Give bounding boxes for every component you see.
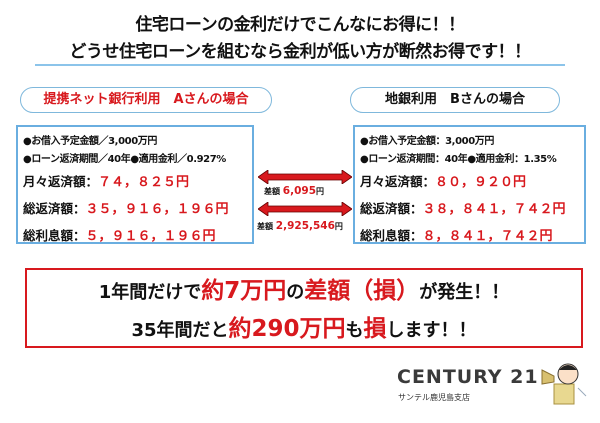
summary-alert-box: 1年間だけで約7万円の差額（損）が発生！！ 35年間だと約290万円も損します！… <box>25 268 583 348</box>
headline-1: 住宅ローンの金利だけでこんなにお得に！！ <box>135 15 465 35</box>
case-b-title: 地銀利用 Bさんの場合 <box>350 87 560 113</box>
century21-logo: CENTURY 21 <box>397 366 539 388</box>
case-b-box: ●お借入予定金額：3,000万円 ●ローン返済期間：40年●適用金利：1.35%… <box>353 125 586 244</box>
headline-2: どうせ住宅ローンを組むなら金利が低い方が断然お得です！！ <box>69 42 531 62</box>
case-a-loan: ●お借入予定金額／3,000万円 <box>23 136 157 147</box>
case-b-loan: ●お借入予定金額：3,000万円 <box>360 136 494 147</box>
case-a-title: 提携ネット銀行利用 Aさんの場合 <box>20 87 272 113</box>
divider <box>35 64 565 66</box>
mascot-character-icon <box>541 363 587 405</box>
case-b-interest: 総利息額：８，８４１，７４２円 <box>360 228 553 244</box>
monthly-difference: 差額 6,095円 <box>264 185 325 197</box>
summary-line-2: 35年間だと約290万円も損します！！ <box>131 316 477 342</box>
case-a-box: ●お借入予定金額／3,000万円 ●ローン返済期間／40年●適用金利／0.927… <box>16 125 254 244</box>
case-b-total: 総返済額：３８，８４１，７４２円 <box>360 201 566 217</box>
branch-name: サンテル鹿児島支店 <box>398 393 470 402</box>
double-arrow-icon <box>258 170 352 184</box>
case-a-total: 総返済額：３５，９１６，１９６円 <box>23 201 229 217</box>
double-arrow-icon <box>258 202 352 216</box>
total-difference: 差額 2,925,546円 <box>257 220 343 232</box>
case-a-interest: 総利息額：５，９１６，１９６円 <box>23 228 216 244</box>
case-a-term: ●ローン返済期間／40年●適用金利／0.927% <box>23 154 226 165</box>
case-b-monthly: 月々返済額：８０，９２０円 <box>360 174 527 190</box>
case-b-term: ●ローン返済期間：40年●適用金利：1.35% <box>360 154 557 165</box>
case-a-monthly: 月々返済額：７４，８２５円 <box>23 174 190 190</box>
summary-line-1: 1年間だけで約7万円の差額（損）が発生！！ <box>98 278 510 304</box>
